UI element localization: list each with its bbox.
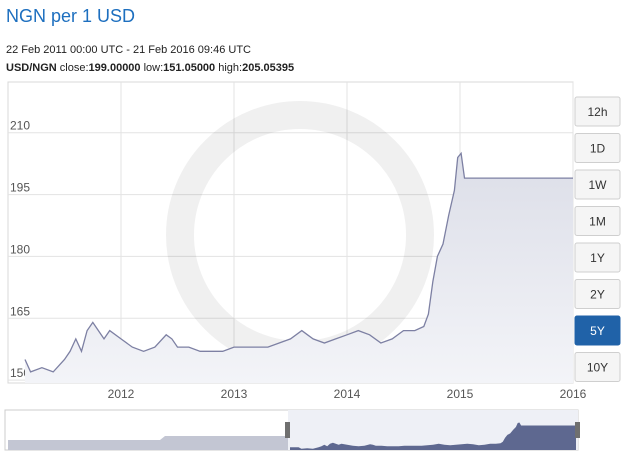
x-tick-label: 2013 (221, 387, 248, 401)
range-button[interactable] (574, 242, 621, 273)
navigator-history (8, 436, 288, 450)
range-button[interactable] (574, 315, 621, 346)
x-tick-label: 2015 (447, 387, 474, 401)
range-button[interactable] (574, 169, 621, 200)
range-button-label[interactable]: 2Y (590, 288, 605, 302)
range-button-label[interactable]: 1Y (590, 251, 605, 265)
high-label: high: (218, 62, 242, 74)
close-label: close: (60, 62, 89, 74)
x-tick-label: 2014 (334, 387, 361, 401)
x-tick-label: 2012 (108, 387, 135, 401)
range-button-label[interactable]: 12h (587, 105, 607, 119)
navigator-handle[interactable] (285, 422, 290, 438)
area-fill (24, 153, 573, 383)
range-button-label[interactable]: 1W (589, 178, 608, 192)
x-tick-label: 2016 (560, 387, 587, 401)
range-button[interactable] (574, 206, 621, 236)
info-line: USD/NGN close:199.00000 low:151.05000 hi… (6, 62, 294, 74)
range-button-label[interactable]: 1D (590, 142, 606, 156)
low-label: low: (144, 62, 164, 74)
pair: USD/NGN (6, 62, 57, 74)
y-tick-label: 195 (10, 181, 30, 195)
line (24, 151, 573, 373)
range-button-label[interactable]: 10Y (587, 361, 608, 375)
close: 199.00000 (89, 62, 141, 74)
range-button[interactable] (574, 279, 621, 309)
y-tick-label: 210 (10, 119, 30, 133)
title: NGN per 1 USD (6, 6, 135, 26)
y-tick-label: 180 (10, 242, 30, 256)
navigator-handle[interactable] (575, 422, 580, 438)
date-range: 22 Feb 2011 00:00 UTC - 21 Feb 2016 09:4… (6, 44, 251, 56)
range-button[interactable] (574, 133, 621, 163)
low: 151.05000 (163, 62, 215, 74)
navigator-area (290, 422, 576, 450)
range-button-label[interactable]: 1M (589, 215, 606, 229)
high: 205.05395 (242, 62, 294, 74)
y-tick-label: 165 (10, 304, 30, 318)
range-button[interactable] (574, 352, 621, 382)
range-button-label[interactable]: 5Y (590, 324, 605, 338)
range-button[interactable] (574, 96, 621, 127)
